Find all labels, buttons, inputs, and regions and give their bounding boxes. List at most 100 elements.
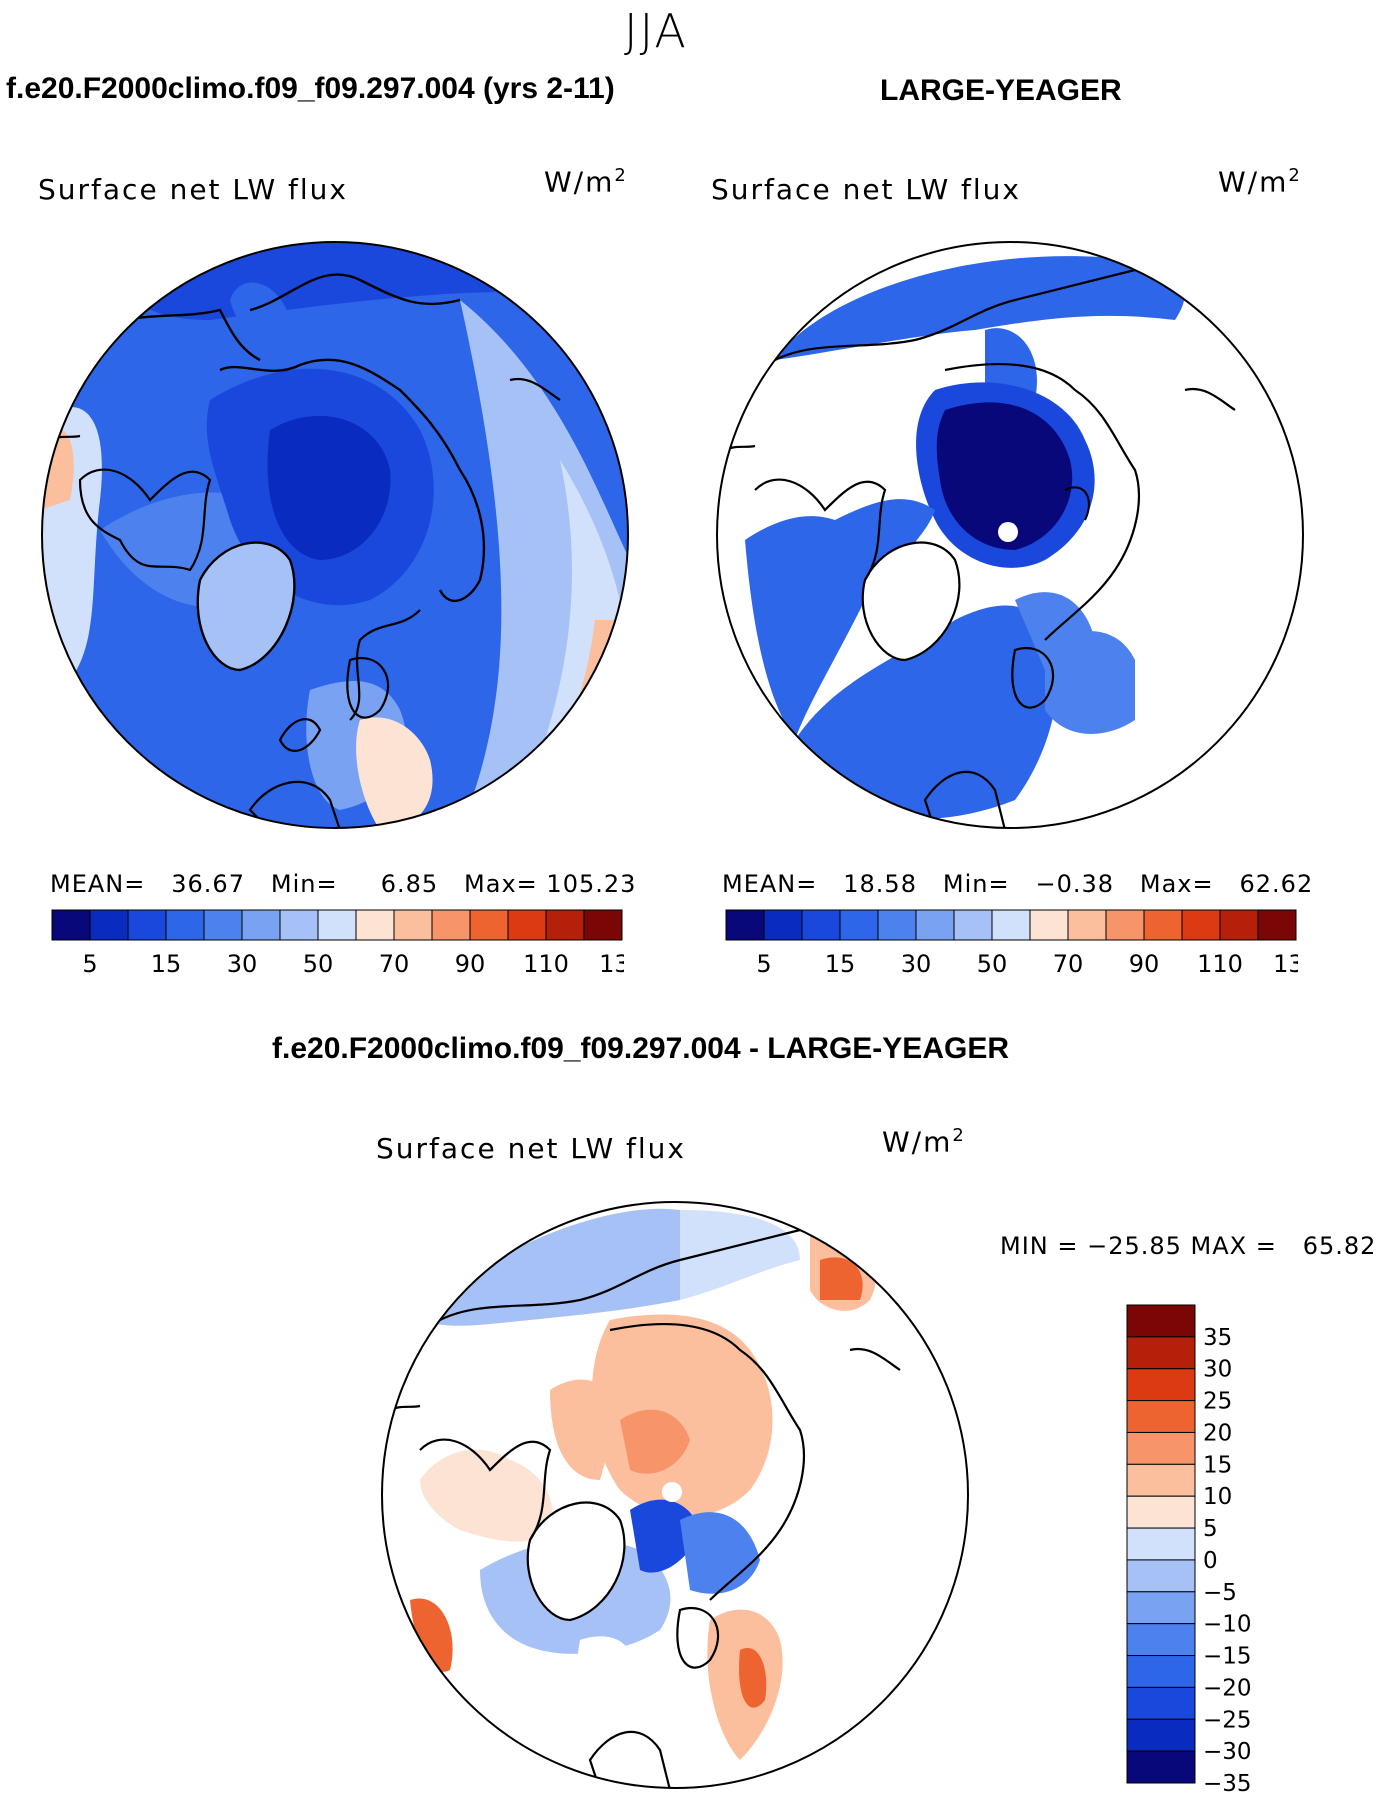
contour-region — [1045, 631, 1135, 734]
greenland-mask — [862, 542, 960, 660]
coastline — [774, 268, 1136, 361]
colorbar-tick-label: 30 — [1203, 1357, 1232, 1383]
left-panel-header: f.e20.F2000climo.f09_f09.297.004 (yrs 2-… — [6, 72, 615, 105]
colorbar-swatch — [127, 909, 167, 941]
min-value: −0.38 — [1035, 870, 1114, 898]
colorbar-tick-label: −30 — [1203, 1739, 1252, 1765]
colorbar-swatch — [763, 909, 803, 941]
min-label: Min= — [942, 870, 1010, 898]
min-value: 6.85 — [380, 870, 439, 898]
colorbar-swatch — [1029, 909, 1069, 941]
colorbar-swatch — [1126, 1559, 1196, 1593]
colorbar-swatch — [1126, 1527, 1196, 1561]
colorbar-tick-label: 90 — [455, 950, 486, 978]
coastline — [78, 468, 212, 572]
contour-region — [680, 1210, 800, 1300]
mean-label: MEAN= — [722, 870, 818, 898]
colorbar-swatch — [1126, 1495, 1196, 1529]
colorbar-tick-label: 130 — [599, 950, 624, 978]
map-boundary — [381, 1201, 969, 1789]
diff-plot-title: Surface net LW flux — [376, 1132, 686, 1165]
colorbar-tick-label: 15 — [825, 950, 856, 978]
left-polar-map — [41, 241, 629, 829]
colorbar-tick-label: 70 — [1053, 950, 1084, 978]
colorbar-swatch — [317, 909, 357, 941]
colorbar-tick-label: 70 — [379, 950, 410, 978]
coastline — [923, 770, 1007, 828]
max-value: 105.23 — [546, 870, 637, 898]
colorbar-tick-label: −20 — [1203, 1675, 1252, 1701]
map-boundary — [716, 241, 1304, 829]
coastline — [944, 362, 1141, 641]
contour-region — [936, 402, 1073, 550]
colorbar-tick-label: 0 — [1203, 1548, 1218, 1574]
coastline — [509, 377, 561, 401]
left-stats: MEAN= 36.67 Min= 6.85 Max= 105.23 — [50, 870, 636, 898]
colorbar-tick-label: −35 — [1203, 1771, 1252, 1793]
coastline — [349, 609, 421, 721]
contour-region — [630, 1499, 700, 1573]
coastline — [278, 718, 322, 752]
colorbar-swatch — [1219, 909, 1259, 941]
left-colorbar: 5 15 30 50 70 90 110 130 — [51, 909, 624, 978]
pole-hole — [662, 1482, 682, 1502]
colorbar-tick-label: −15 — [1203, 1644, 1252, 1670]
colorbar-swatch — [1126, 1591, 1196, 1625]
colorbar-swatch — [1126, 1750, 1196, 1784]
colorbar-swatch — [355, 909, 395, 941]
colorbar-swatch — [915, 909, 955, 941]
colorbar-swatch — [1126, 1368, 1196, 1402]
coastline — [1184, 387, 1236, 411]
map-boundary — [41, 241, 629, 829]
coastline — [196, 541, 296, 672]
colorbar-swatch — [279, 909, 319, 941]
coastline — [419, 1438, 552, 1541]
coastline — [248, 780, 342, 828]
right-units: W/m2 — [1218, 165, 1302, 199]
colorbar-tick-label: 20 — [1203, 1420, 1232, 1446]
contour-region — [420, 1208, 680, 1326]
colorbar-swatch — [725, 909, 765, 941]
land-mask — [570, 1636, 632, 1711]
max-label: Max= — [464, 870, 538, 898]
contour-region — [580, 710, 628, 828]
mean-value: 36.67 — [171, 870, 245, 898]
colorbar-tick-label: 90 — [1129, 950, 1160, 978]
max-label: Max= — [1139, 870, 1214, 898]
right-panel-header: LARGE-YEAGER — [880, 74, 1122, 107]
diff-polar-map — [381, 1201, 969, 1789]
colorbar-swatch — [583, 909, 623, 941]
diff-minmax: MIN = −25.85 MAX = 65.82 — [1000, 1232, 1377, 1260]
coastline — [676, 1607, 720, 1669]
colorbar-tick-label: 5 — [82, 950, 97, 978]
mean-value: 18.58 — [843, 870, 917, 898]
coastline — [438, 469, 486, 602]
colorbar-swatch — [51, 909, 91, 941]
coastline — [849, 1347, 901, 1371]
season-title: JJA — [624, 4, 688, 58]
colorbar-tick-label: 25 — [1203, 1389, 1232, 1415]
colorbar-swatch — [1181, 909, 1221, 941]
colorbar-swatch — [1126, 1463, 1196, 1497]
contour-region — [739, 1648, 767, 1708]
coastline — [526, 1501, 626, 1622]
coastline — [1011, 647, 1055, 709]
min-label: Min= — [270, 870, 338, 898]
max-value: 62.62 — [1239, 870, 1314, 898]
colorbar-swatch — [1126, 1400, 1196, 1433]
colorbar-swatch — [1126, 1431, 1196, 1465]
greenland-region — [197, 542, 295, 670]
colorbar-tick-label: −10 — [1203, 1612, 1252, 1638]
colorbar-tick-label: 5 — [1203, 1516, 1218, 1542]
colorbar-tick-label: 130 — [1273, 950, 1298, 978]
left-plot-title: Surface net LW flux — [38, 173, 348, 206]
colorbar-swatch — [1126, 1336, 1196, 1370]
right-stats: MEAN= 18.58 Min= −0.38 Max= 62.62 — [722, 870, 1313, 898]
pole-hole — [998, 522, 1018, 542]
colorbar-swatch — [1126, 1304, 1196, 1338]
diff-units: W/m2 — [882, 1125, 966, 1159]
colorbar-swatch — [165, 909, 205, 941]
colorbar-tick-label: −5 — [1203, 1580, 1237, 1606]
colorbar-swatch — [1126, 1686, 1196, 1720]
greenland-mask — [527, 1502, 625, 1620]
